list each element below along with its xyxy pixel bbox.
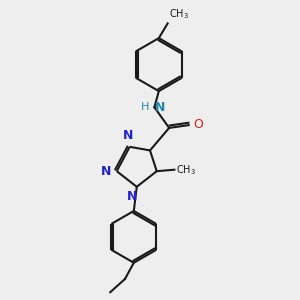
Text: O: O: [193, 118, 203, 131]
Text: N: N: [101, 165, 112, 178]
Text: CH$_3$: CH$_3$: [169, 7, 189, 21]
Text: CH$_3$: CH$_3$: [176, 163, 196, 177]
Text: H: H: [141, 102, 149, 112]
Text: N: N: [127, 190, 137, 203]
Text: N: N: [123, 129, 134, 142]
Text: N: N: [154, 101, 165, 114]
